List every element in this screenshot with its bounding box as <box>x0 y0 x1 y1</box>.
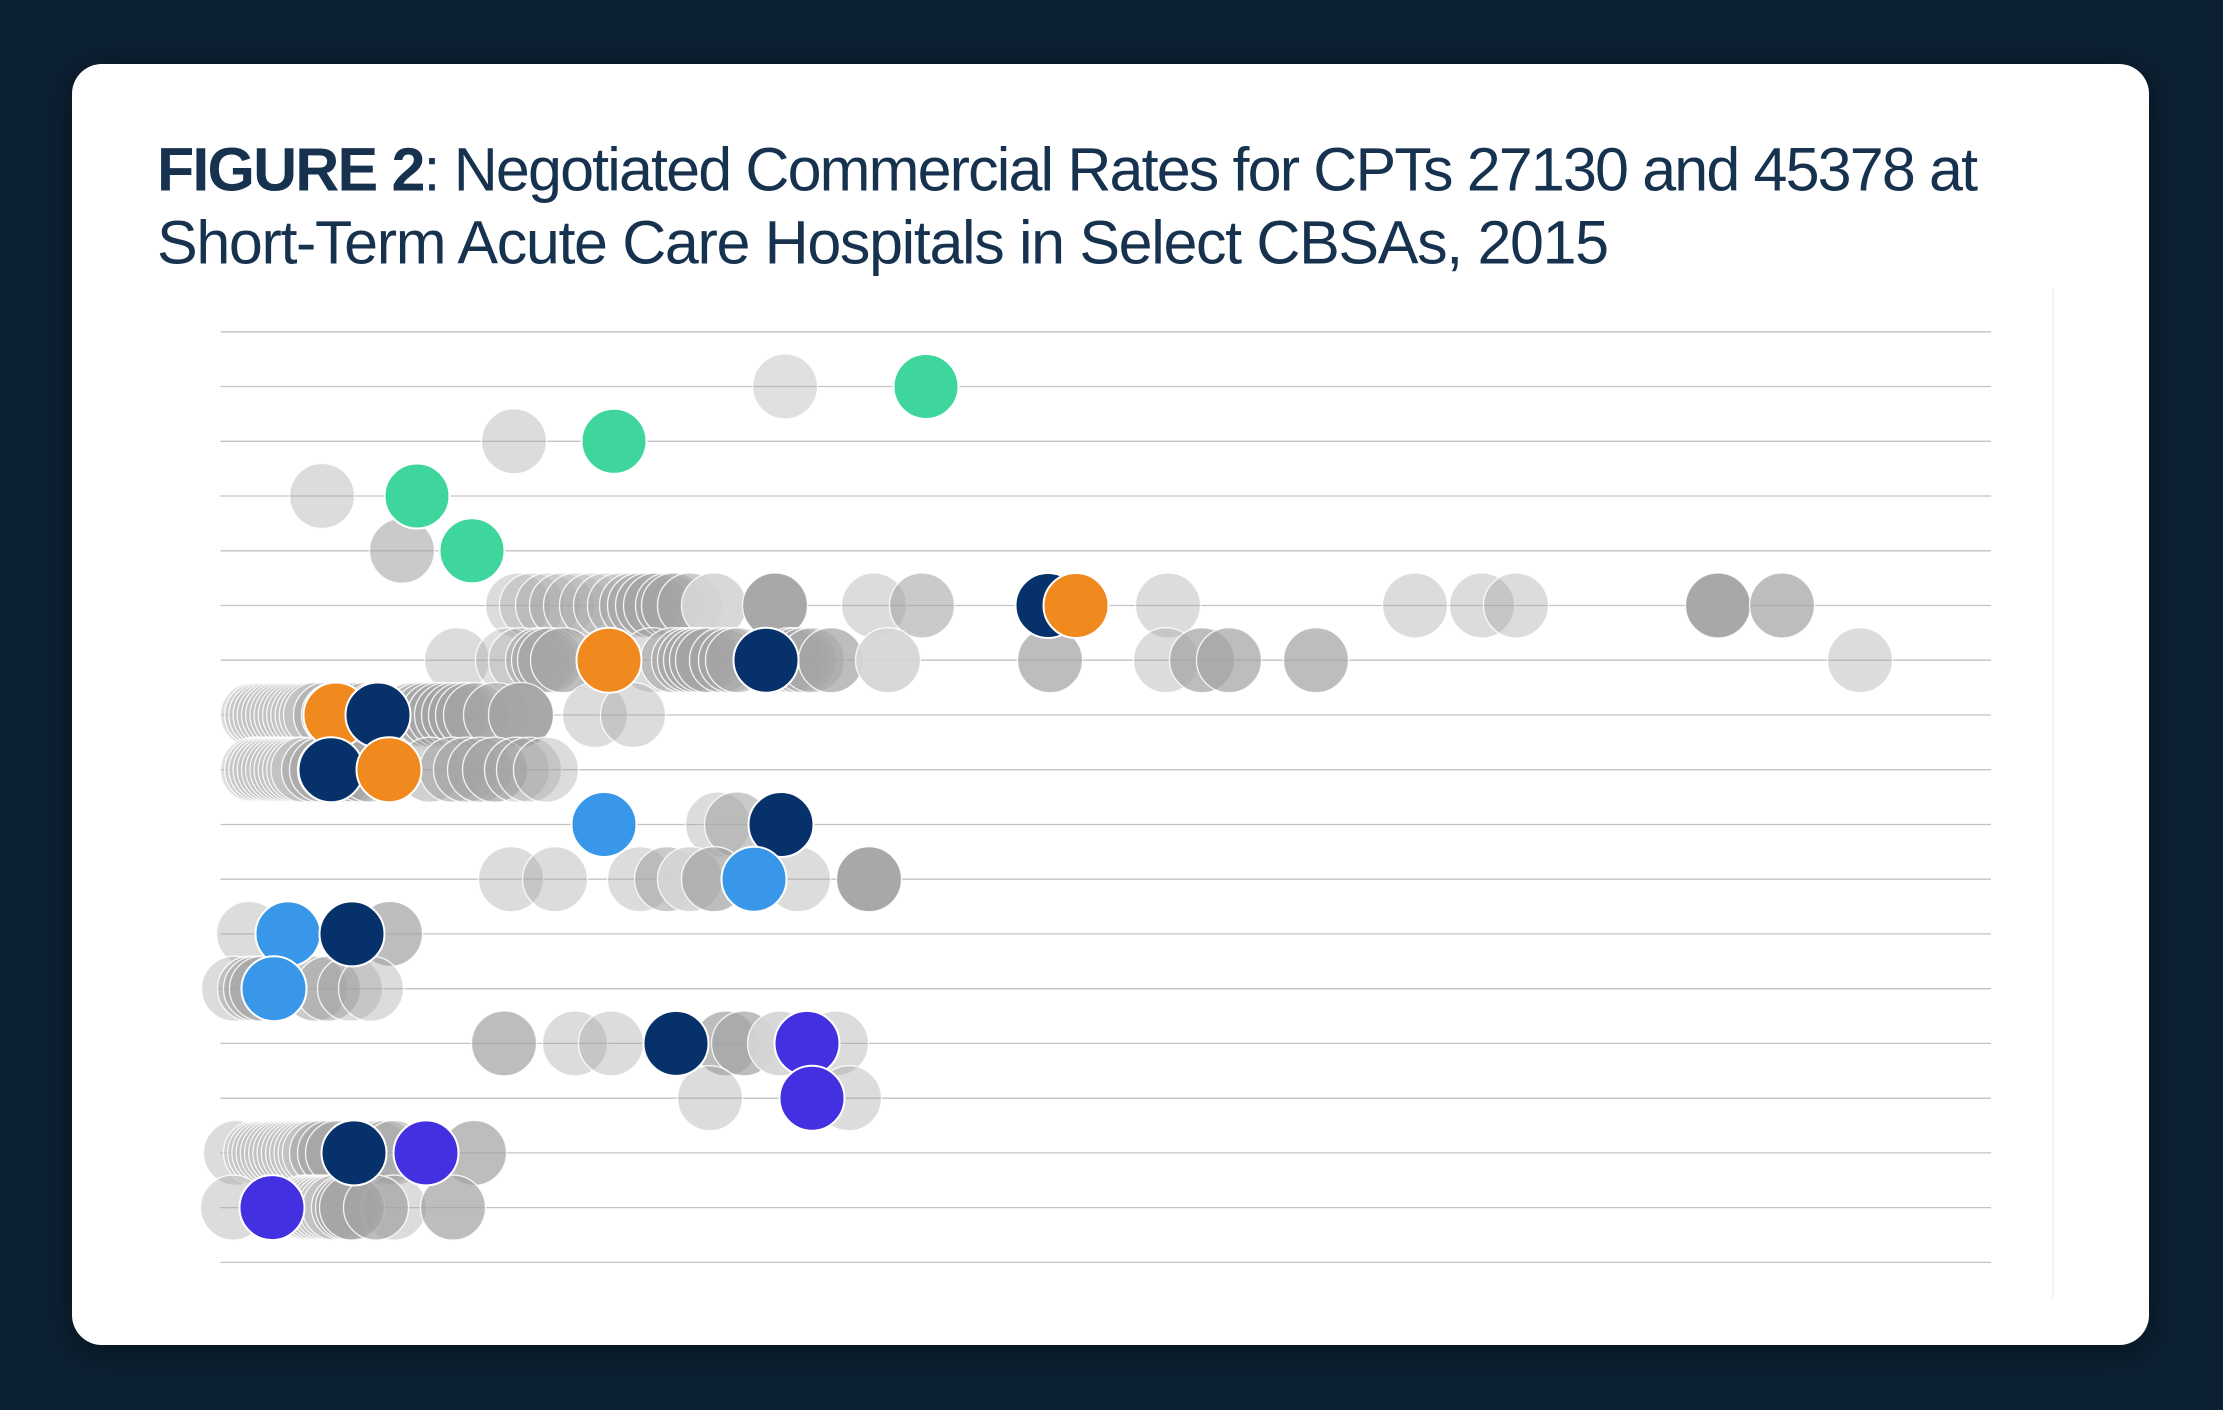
svg-text:Short-Term Acute Care Hospital: Short-Term Acute Care Hospitals in Selec… <box>157 209 1608 277</box>
svg-text:FIGURE 2: Negotiated Commercia: FIGURE 2: Negotiated Commercial Rates fo… <box>157 136 1978 204</box>
